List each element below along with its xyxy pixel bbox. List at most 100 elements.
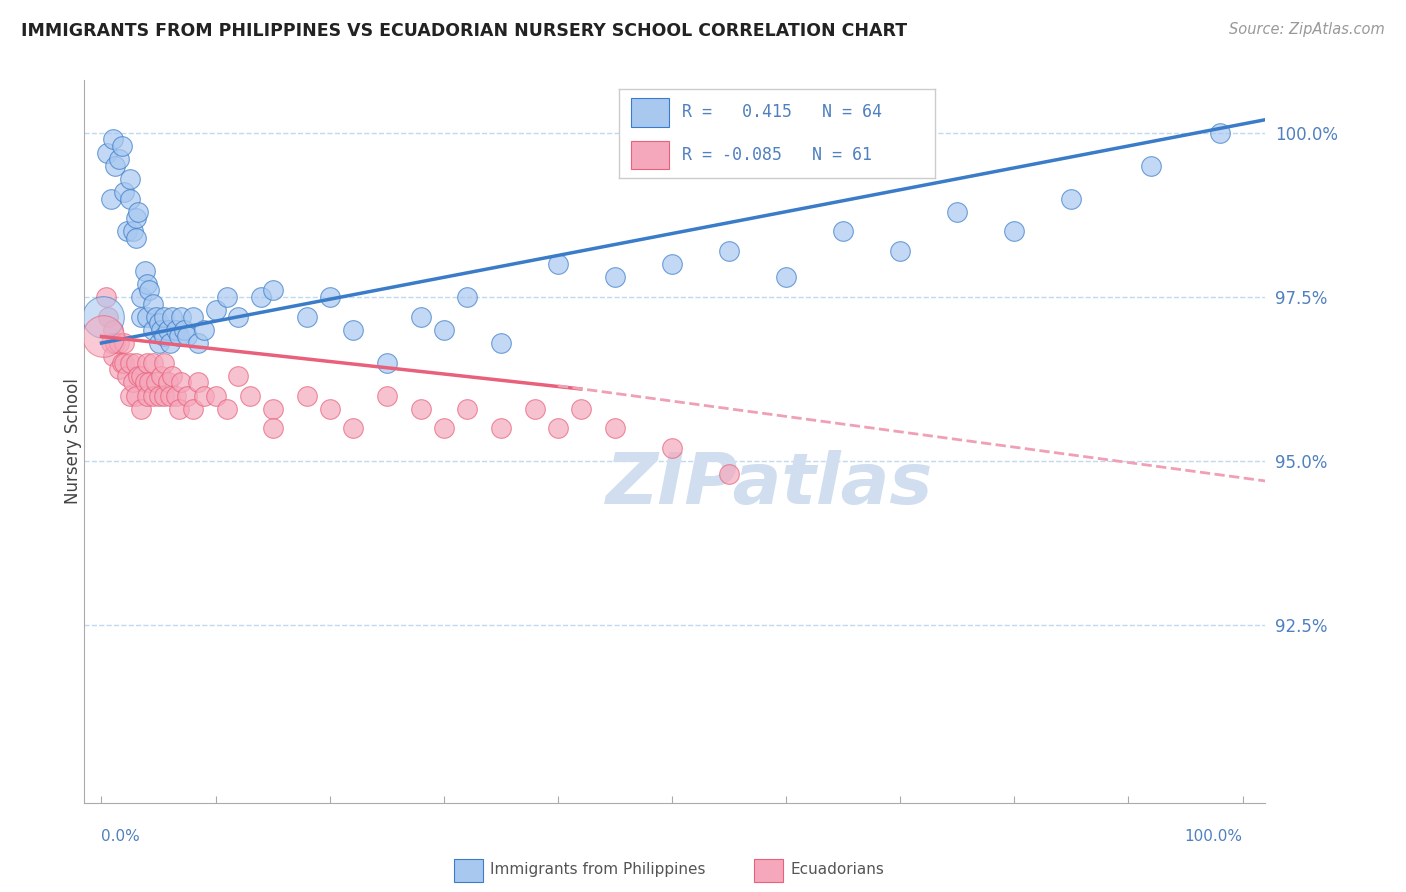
Point xyxy=(1002,224,1025,238)
Point xyxy=(149,368,172,383)
Point xyxy=(193,388,215,402)
Point xyxy=(718,244,741,258)
Point xyxy=(262,421,284,435)
Point xyxy=(148,316,170,330)
Point xyxy=(204,388,226,402)
Bar xyxy=(631,141,669,169)
Point xyxy=(142,388,165,402)
Point xyxy=(318,290,340,304)
Point xyxy=(142,323,165,337)
Point xyxy=(176,329,198,343)
Point xyxy=(100,192,122,206)
Point xyxy=(122,224,145,238)
Point xyxy=(125,356,148,370)
Point xyxy=(91,329,114,343)
Point xyxy=(456,401,478,416)
Point xyxy=(409,401,432,416)
Point xyxy=(342,323,364,337)
Point xyxy=(946,204,969,219)
Point xyxy=(125,211,148,226)
Point xyxy=(167,401,190,416)
Point xyxy=(547,421,569,435)
Point xyxy=(187,336,209,351)
Point xyxy=(136,310,159,324)
Point xyxy=(156,376,179,390)
Text: 0.0%: 0.0% xyxy=(101,829,141,844)
Point xyxy=(153,310,176,324)
Point xyxy=(115,368,138,383)
Point xyxy=(193,323,215,337)
Point xyxy=(127,204,149,219)
Point xyxy=(148,388,170,402)
Point xyxy=(165,388,187,402)
Point xyxy=(142,296,165,310)
Point xyxy=(107,336,129,351)
Point xyxy=(131,368,153,383)
Point xyxy=(456,290,478,304)
Point xyxy=(145,310,167,324)
Bar xyxy=(631,98,669,127)
Point xyxy=(131,310,153,324)
Point xyxy=(101,349,124,363)
Point xyxy=(122,376,145,390)
Point xyxy=(489,336,512,351)
Point xyxy=(409,310,432,324)
Point xyxy=(433,421,456,435)
Point xyxy=(111,139,134,153)
Point xyxy=(603,270,626,285)
Point xyxy=(118,192,141,206)
Point xyxy=(118,356,141,370)
Point xyxy=(547,257,569,271)
Text: R = -0.085   N = 61: R = -0.085 N = 61 xyxy=(682,146,872,164)
Point xyxy=(661,257,683,271)
Text: 100.0%: 100.0% xyxy=(1185,829,1243,844)
Text: R =   0.415   N = 64: R = 0.415 N = 64 xyxy=(682,103,882,121)
Point xyxy=(228,368,250,383)
Point xyxy=(375,388,398,402)
Point xyxy=(1140,159,1163,173)
Point xyxy=(104,336,127,351)
Point xyxy=(101,323,124,337)
Point xyxy=(661,441,683,455)
Point xyxy=(97,310,120,324)
Point xyxy=(131,401,153,416)
Point xyxy=(100,336,122,351)
Point xyxy=(524,401,547,416)
Point xyxy=(112,356,135,370)
Point xyxy=(889,244,911,258)
Bar xyxy=(754,859,783,882)
Point xyxy=(262,284,284,298)
Point xyxy=(181,401,204,416)
Point xyxy=(153,329,176,343)
Point xyxy=(107,152,129,166)
Point xyxy=(136,388,159,402)
Point xyxy=(134,376,156,390)
Point xyxy=(125,388,148,402)
Point xyxy=(156,323,179,337)
Point xyxy=(228,310,250,324)
Point xyxy=(250,290,273,304)
Point xyxy=(187,376,209,390)
Point xyxy=(107,362,129,376)
Point xyxy=(832,224,855,238)
Point xyxy=(142,356,165,370)
Point xyxy=(104,159,127,173)
Point xyxy=(159,388,181,402)
Point xyxy=(115,224,138,238)
Point xyxy=(1060,192,1083,206)
Point xyxy=(118,171,141,186)
Point xyxy=(215,290,238,304)
Text: Source: ZipAtlas.com: Source: ZipAtlas.com xyxy=(1229,22,1385,37)
Point xyxy=(170,310,193,324)
Point xyxy=(153,388,176,402)
Point xyxy=(136,356,159,370)
Point xyxy=(159,336,181,351)
Point xyxy=(118,388,141,402)
Point xyxy=(134,264,156,278)
Point xyxy=(239,388,262,402)
Text: IMMIGRANTS FROM PHILIPPINES VS ECUADORIAN NURSERY SCHOOL CORRELATION CHART: IMMIGRANTS FROM PHILIPPINES VS ECUADORIA… xyxy=(21,22,907,40)
Point xyxy=(111,356,134,370)
Text: Ecuadorians: Ecuadorians xyxy=(790,863,884,877)
Point xyxy=(165,323,187,337)
Point xyxy=(170,376,193,390)
